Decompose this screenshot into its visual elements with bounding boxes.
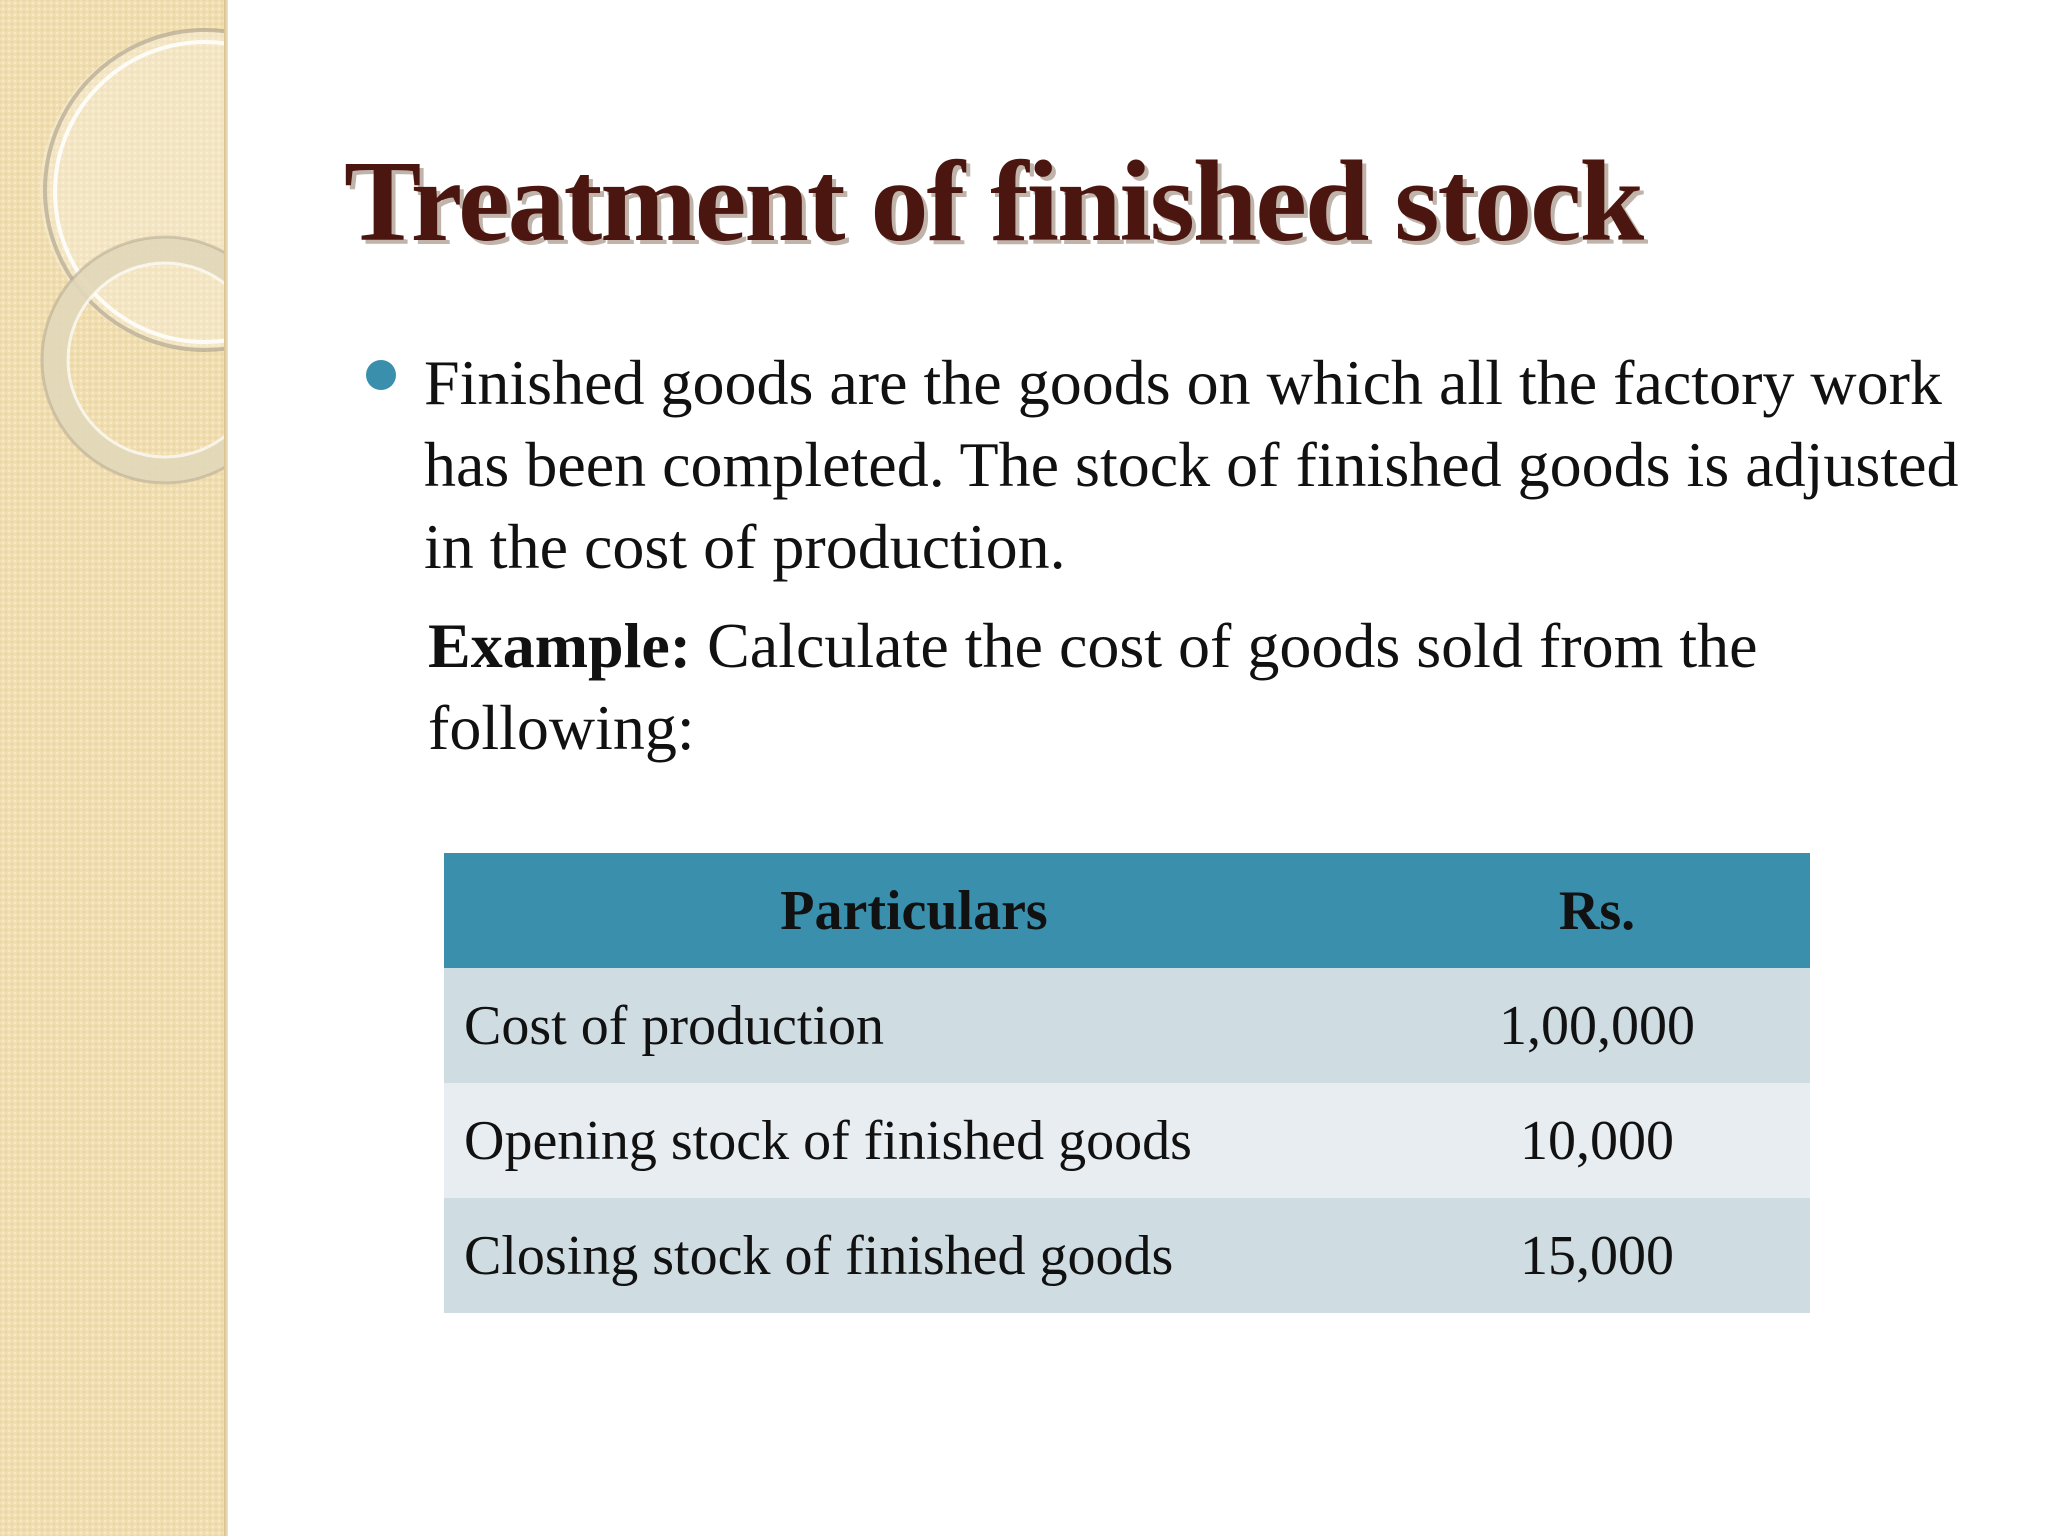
table-row: Opening stock of finished goods 10,000	[444, 1083, 1810, 1198]
table-header-row: Particulars Rs.	[444, 853, 1810, 968]
particular-cell: Closing stock of finished goods	[444, 1198, 1384, 1313]
table-row: Cost of production 1,00,000	[444, 968, 1810, 1083]
bullet-paragraph: Finished goods are the goods on which al…	[424, 347, 1959, 582]
table-row: Closing stock of finished goods 15,000	[444, 1198, 1810, 1313]
decorative-rings	[40, 28, 226, 485]
example-text: Calculate the cost of goods sold from th…	[428, 610, 1758, 763]
decorative-side-band	[0, 0, 226, 1536]
amount-cell: 1,00,000	[1384, 968, 1810, 1083]
example-paragraph: Example: Calculate the cost of goods sol…	[428, 605, 2008, 769]
header-amount: Rs.	[1384, 853, 1810, 968]
particular-cell: Opening stock of finished goods	[444, 1083, 1384, 1198]
amount-cell: 15,000	[1384, 1198, 1810, 1313]
bullet-icon	[366, 360, 396, 390]
particular-cell: Cost of production	[444, 968, 1384, 1083]
example-label: Example:	[428, 610, 692, 681]
amount-cell: 10,000	[1384, 1083, 1810, 1198]
slide-title: Treatment of finished stock	[344, 138, 1644, 266]
header-particulars: Particulars	[444, 853, 1384, 968]
particulars-table: Particulars Rs. Cost of production 1,00,…	[444, 853, 1810, 1313]
side-band-edge	[224, 0, 228, 1536]
